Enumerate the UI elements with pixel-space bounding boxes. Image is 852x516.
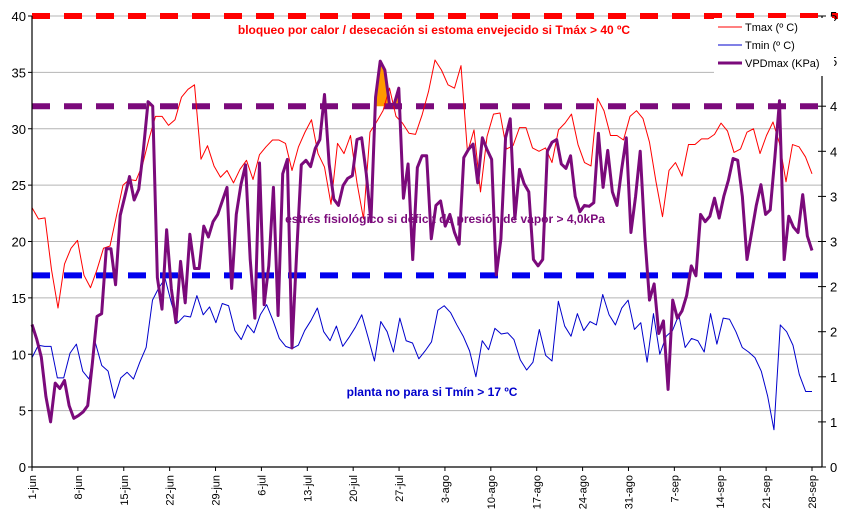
x-tick-label: 22-jun: [165, 475, 177, 506]
x-tick-label: 13-jul: [302, 475, 314, 502]
x-tick-label: 20-jul: [348, 475, 360, 502]
y2-tick-label: 3: [830, 189, 837, 204]
legend-background: [714, 18, 834, 76]
y2-tick-label: 4: [830, 99, 837, 114]
y-tick-label: 25: [12, 178, 26, 193]
legend-label-vpdmax: VPDmax (KPa): [745, 58, 820, 70]
series-line-vpdmax: [30, 59, 814, 424]
x-tick-label: 1-jun: [27, 475, 39, 499]
legend-label-tmax: Tmax (º C): [745, 22, 798, 34]
y-tick-label: 0: [19, 460, 26, 475]
x-tick-label: 6-jul: [256, 475, 268, 496]
y-tick-label: 5: [19, 404, 26, 419]
x-tick-label: 24-ago: [578, 475, 590, 509]
y2-tick-label: 1: [830, 370, 837, 385]
tmin-threshold-label: planta no para si Tmín > 17 ºC: [347, 385, 518, 399]
y-tick-label: 30: [12, 122, 26, 137]
y-tick-label: 40: [12, 9, 26, 24]
vpd-exceedance-area: [375, 61, 400, 107]
legend: Tmax (º C) Tmin (º C) VPDmax (KPa): [714, 18, 834, 76]
x-tick-label: 28-sep: [807, 475, 819, 509]
y-tick-label: 20: [12, 235, 26, 250]
x-tick-label: 15-jun: [119, 475, 131, 506]
y-tick-label: 10: [12, 347, 26, 362]
y-tick-label: 15: [12, 291, 26, 306]
vpd-threshold-label: estrés fisiológico si déficit de presión…: [285, 212, 605, 226]
x-tick-label: 21-sep: [761, 475, 773, 509]
y2-tick-label: 4: [830, 144, 837, 159]
x-tick-label: 17-ago: [532, 475, 544, 509]
x-tick-label: 27-jul: [394, 475, 406, 502]
x-tick-label: 14-sep: [715, 475, 727, 509]
y2-tick-label: 2: [830, 325, 837, 340]
x-tick-label: 10-ago: [486, 475, 498, 509]
y2-tick-label: 3: [830, 235, 837, 250]
x-tick-label: 29-jun: [211, 475, 223, 506]
x-tick-label: 8-jun: [73, 475, 85, 499]
legend-label-tmin: Tmin (º C): [745, 40, 795, 52]
y2-tick-label: 2: [830, 280, 837, 295]
x-tick-label: 7-sep: [669, 475, 681, 503]
y2-tick-label: 1: [830, 415, 837, 430]
y-axis-ticks: 0 5 10 15 20 25 30 35 40: [12, 9, 32, 475]
series-lines: [30, 59, 814, 431]
tmax-threshold-label: bloqueo por calor / desecación si estoma…: [238, 23, 631, 37]
y2-tick-label: 0: [830, 460, 837, 475]
x-tick-label: 31-ago: [623, 475, 635, 509]
x-axis-ticks: 1-jun 8-jun 15-jun 22-jun 29-jun 6-jul 13-jul 2…: [27, 467, 819, 509]
y2-axis-ticks: 01122334455: [818, 9, 837, 475]
series-line-tmin: [31, 278, 812, 431]
y-tick-label: 35: [12, 65, 26, 80]
x-tick-label: 3-ago: [440, 475, 452, 503]
series-line-tmax: [31, 59, 813, 309]
y2-tick-label: 5: [830, 9, 837, 24]
